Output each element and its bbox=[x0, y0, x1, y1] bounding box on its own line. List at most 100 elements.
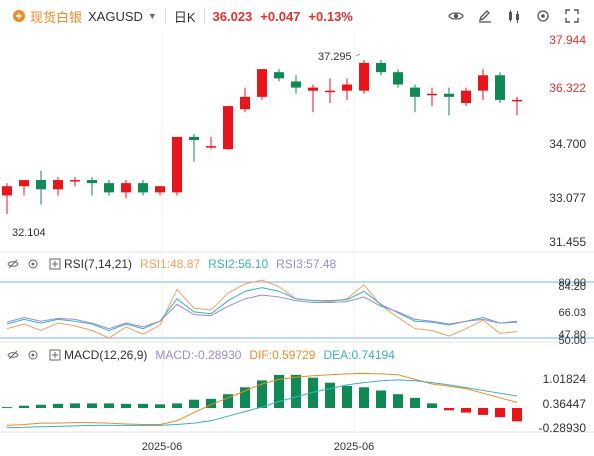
macd-bar bbox=[257, 380, 267, 408]
macd-bar bbox=[495, 408, 505, 418]
macd-bar bbox=[155, 404, 165, 408]
macd-bar bbox=[393, 394, 403, 408]
price-tick: 34.700 bbox=[549, 137, 586, 151]
stats-icon[interactable] bbox=[504, 6, 524, 26]
rsi-panel bbox=[0, 279, 594, 339]
symbol-bar: 现货白银 XAGUSD ▼ 日K 36.023 +0.047 +0.13% bbox=[0, 0, 594, 32]
rsi-tick: 80.00 bbox=[558, 277, 586, 289]
rsi3-line bbox=[6, 294, 518, 330]
candle bbox=[240, 87, 250, 113]
dif-value: DIF:0.59729 bbox=[249, 348, 316, 362]
rsi2-line bbox=[6, 287, 518, 332]
macd-bar bbox=[121, 403, 131, 408]
period-selector[interactable]: 日K bbox=[173, 9, 196, 25]
candle bbox=[223, 106, 233, 150]
macd-bar bbox=[359, 387, 369, 408]
candle bbox=[495, 72, 505, 103]
symbol-logo-icon bbox=[12, 9, 26, 23]
rsi-tick: 50.00 bbox=[558, 335, 586, 347]
candle bbox=[36, 170, 46, 205]
eye-off-icon[interactable] bbox=[6, 348, 20, 362]
settings-icon[interactable] bbox=[26, 257, 40, 271]
candle bbox=[2, 183, 12, 214]
rsi1-line bbox=[6, 279, 518, 339]
macd-bar bbox=[87, 403, 97, 408]
candle bbox=[172, 136, 182, 196]
macd-bar bbox=[427, 403, 437, 408]
price-tick: 31.455 bbox=[549, 235, 586, 249]
rsi2-value: RSI2:56.10 bbox=[208, 257, 269, 271]
candle bbox=[325, 78, 335, 103]
macd-tick: -0.28930 bbox=[539, 421, 587, 435]
macd-bar bbox=[70, 403, 80, 408]
dea-line bbox=[6, 379, 518, 429]
macd-bar bbox=[376, 390, 386, 408]
macd-bar bbox=[410, 397, 420, 408]
macd-bar bbox=[172, 403, 182, 408]
candle bbox=[308, 84, 318, 113]
candle bbox=[376, 59, 386, 76]
macd-bar bbox=[206, 398, 216, 408]
macd-bar bbox=[19, 405, 29, 408]
toolbar bbox=[446, 6, 582, 26]
grid bbox=[0, 32, 594, 433]
candle bbox=[410, 84, 420, 113]
low-annotation: 32.104 bbox=[12, 227, 46, 239]
dea-value: DEA:0.74194 bbox=[323, 348, 395, 362]
divider bbox=[203, 8, 205, 24]
expand-icon[interactable] bbox=[48, 257, 62, 271]
rsi-tick: 66.03 bbox=[558, 307, 586, 319]
dif-line bbox=[6, 372, 518, 426]
macd-lines bbox=[6, 372, 518, 429]
macd-bar bbox=[512, 408, 522, 422]
price-axis: 37.944 36.322 34.700 33.077 31.455 bbox=[549, 33, 586, 249]
candle bbox=[342, 78, 352, 100]
last-price: 36.023 bbox=[212, 8, 253, 24]
settings-icon[interactable] bbox=[533, 6, 553, 26]
candle bbox=[512, 96, 522, 116]
macd-bar bbox=[138, 403, 148, 408]
eye-off-icon[interactable] bbox=[6, 257, 20, 271]
candle bbox=[87, 176, 97, 196]
macd-bar bbox=[308, 377, 318, 408]
symbol-code: XAGUSD bbox=[88, 8, 143, 24]
rsi-header: RSI(7,14,21) RSI1:48.87 RSI2:56.10 RSI3:… bbox=[0, 255, 336, 273]
eye-icon[interactable] bbox=[446, 6, 466, 26]
candle bbox=[359, 59, 369, 94]
settings-icon[interactable] bbox=[26, 348, 40, 362]
candle bbox=[291, 75, 301, 94]
high-pointer bbox=[355, 53, 361, 57]
x-axis-label: 2025-06 bbox=[142, 441, 182, 453]
macd-bar bbox=[478, 408, 488, 415]
macd-bar bbox=[189, 399, 199, 408]
fullscreen-icon[interactable] bbox=[562, 6, 582, 26]
candle bbox=[257, 69, 267, 100]
candle bbox=[427, 87, 437, 107]
macd-bar bbox=[325, 382, 335, 408]
candle bbox=[19, 180, 29, 196]
expand-icon[interactable] bbox=[48, 348, 62, 362]
price-change: +0.047 bbox=[260, 8, 301, 24]
price-tick: 33.077 bbox=[549, 191, 586, 205]
chevron-down-icon: ▼ bbox=[147, 11, 157, 21]
edit-icon[interactable] bbox=[475, 6, 495, 26]
candle bbox=[478, 69, 488, 100]
kline-chart[interactable]: 37.944 36.322 34.700 33.077 31.455 37.29… bbox=[0, 32, 594, 456]
macd-value: MACD:-0.28930 bbox=[155, 348, 242, 362]
macd-bar bbox=[36, 404, 46, 408]
candlestick-series bbox=[2, 59, 522, 214]
macd-bar bbox=[274, 374, 284, 408]
candle bbox=[189, 133, 199, 162]
divider bbox=[164, 8, 166, 24]
high-annotation: 37.295 bbox=[318, 51, 352, 63]
price-change-pct: +0.13% bbox=[308, 8, 353, 24]
candle bbox=[393, 69, 403, 88]
candle bbox=[70, 176, 80, 187]
macd-tick: 0.36447 bbox=[543, 397, 587, 411]
macd-header: MACD(12,26,9) MACD:-0.28930 DIF:0.59729 … bbox=[0, 346, 395, 364]
candle bbox=[206, 136, 216, 150]
symbol-selector[interactable]: 现货白银 XAGUSD ▼ bbox=[12, 7, 157, 26]
symbol-name: 现货白银 bbox=[30, 9, 83, 25]
macd-bar bbox=[461, 408, 471, 413]
price-tick: 36.322 bbox=[549, 81, 586, 95]
